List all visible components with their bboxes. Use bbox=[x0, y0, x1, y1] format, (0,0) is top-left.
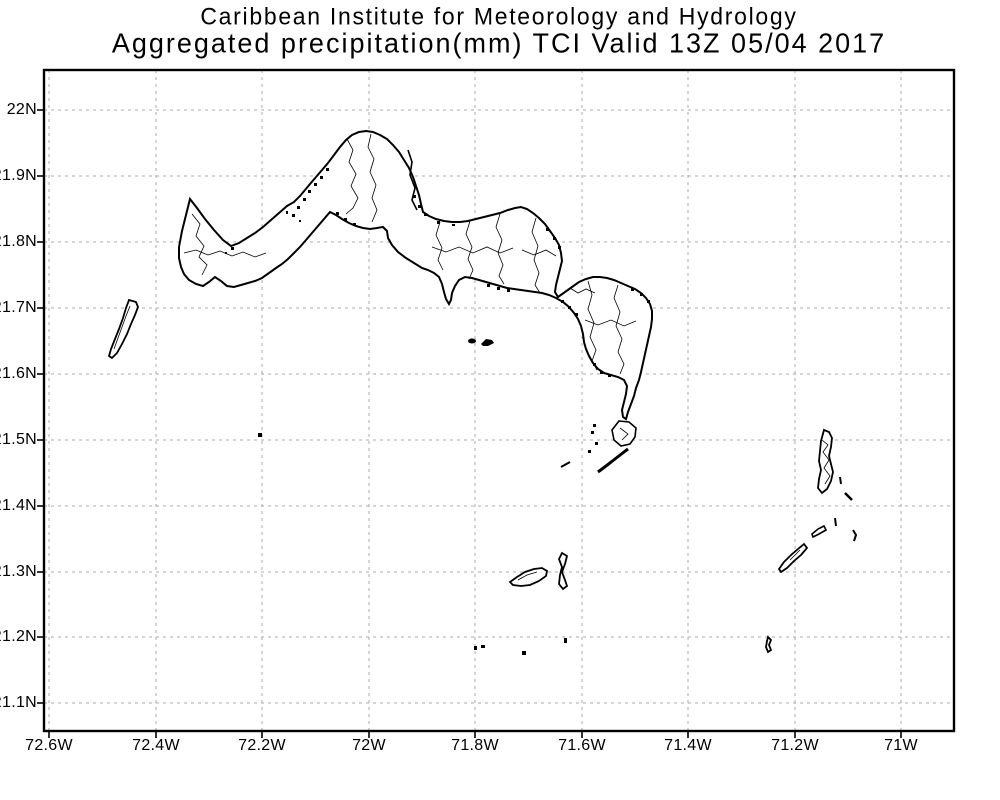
x-tick-label: 72.6W bbox=[25, 737, 73, 754]
y-tick-label: 21.7N bbox=[0, 299, 37, 316]
x-tick-label: 72.2W bbox=[238, 737, 286, 754]
island-big-ambergris-cay bbox=[508, 567, 549, 587]
island-small-cay bbox=[481, 339, 494, 346]
island-shoal-dash bbox=[560, 461, 571, 468]
x-tick-label: 71.2W bbox=[771, 737, 819, 754]
island-shoal-streak bbox=[597, 447, 629, 474]
island-caicos-arc bbox=[178, 129, 653, 421]
island-six-hill-cays-boundary bbox=[619, 427, 629, 441]
x-tick-label: 71.4W bbox=[664, 737, 712, 754]
y-tick-label: 21.2N bbox=[0, 628, 37, 645]
district-boundary-lines bbox=[183, 133, 637, 375]
x-tick-label: 72W bbox=[352, 737, 386, 754]
grand-turk-cays bbox=[834, 476, 858, 542]
map-title: Caribbean Institute for Meteorology and … bbox=[0, 2, 998, 59]
coastal-speckle-dots bbox=[225, 168, 650, 377]
lat-lon-gridlines bbox=[44, 70, 954, 731]
small-cay-dots bbox=[588, 424, 598, 453]
island-west-caicos bbox=[107, 298, 139, 360]
x-tick-label: 71.6W bbox=[558, 737, 606, 754]
island-big-ambergris-boundary bbox=[517, 571, 538, 581]
product-title: Aggregated precipitation(mm) TCI Valid 1… bbox=[111, 27, 887, 59]
island-small-cay bbox=[468, 338, 476, 344]
island-grand-turk-boundary bbox=[821, 439, 831, 485]
x-tick-label: 71W bbox=[884, 737, 918, 754]
y-tick-label: 21.1N bbox=[0, 694, 37, 711]
axis-ticks bbox=[37, 109, 902, 738]
x-tick-label: 71.8W bbox=[451, 737, 499, 754]
coastline-map bbox=[107, 129, 858, 655]
y-tick-label: 21.8N bbox=[0, 233, 37, 250]
y-tick-label: 21.9N bbox=[0, 167, 37, 184]
institute-title: Caribbean Institute for Meteorology and … bbox=[200, 2, 798, 30]
bottom-cay-dots bbox=[474, 638, 567, 655]
island-salt-cay bbox=[765, 635, 773, 654]
map-frame bbox=[42, 68, 956, 733]
y-tick-label: 22N bbox=[6, 101, 37, 118]
island-little-ambergris-cay bbox=[558, 551, 569, 591]
x-tick-label: 72.4W bbox=[132, 737, 180, 754]
island-cotton-cay-boundary bbox=[789, 549, 801, 561]
y-tick-label: 21.6N bbox=[0, 365, 37, 382]
island-french-cay bbox=[258, 433, 262, 437]
island-cotton-cay bbox=[777, 542, 809, 574]
island-west-caicos-boundary bbox=[113, 305, 131, 350]
y-tick-label: 21.3N bbox=[0, 563, 37, 580]
island-gibbs-cay bbox=[811, 524, 828, 539]
y-tick-label: 21.5N bbox=[0, 431, 37, 448]
island-six-hill-cays bbox=[611, 420, 637, 447]
y-tick-label: 21.4N bbox=[0, 497, 37, 514]
